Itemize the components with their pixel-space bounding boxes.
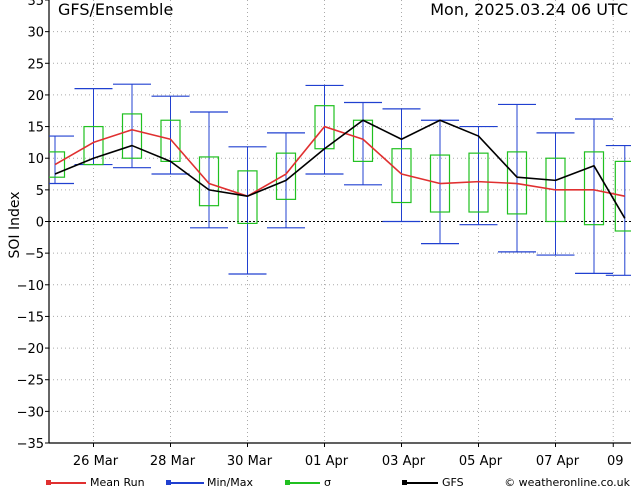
x-tick-label: 01 Apr <box>305 454 349 469</box>
legend-marker-mean-run <box>46 480 51 485</box>
legend-marker-min-max <box>166 480 171 485</box>
x-tick-label: 05 Apr <box>459 454 503 469</box>
legend-label-mean-run: Mean Run <box>90 476 145 489</box>
y-tick-label: 30 <box>27 26 44 41</box>
legend-swatch-mean-run <box>48 482 86 484</box>
sigma-box <box>49 151 66 178</box>
legend-label-sigma: σ <box>324 476 331 489</box>
sigma-box <box>83 125 104 166</box>
y-tick-label: 0 <box>36 216 44 231</box>
plot-area <box>49 83 631 276</box>
legend-swatch-gfs <box>404 482 438 484</box>
y-tick-label: −30 <box>17 405 44 420</box>
sigma-box <box>121 113 143 159</box>
y-tick-label: 15 <box>27 121 44 136</box>
credit-text: © weatheronline.co.uk <box>504 476 630 489</box>
y-tick-label: 10 <box>27 152 44 167</box>
y-tick-label: −10 <box>17 279 44 294</box>
chart-title: GFS/Ensemble <box>58 0 174 19</box>
legend-swatch-sigma <box>287 482 320 484</box>
x-tick-label: 26 Mar <box>73 454 119 469</box>
sigma-box <box>614 160 631 232</box>
x-tick-label: 28 Mar <box>150 454 196 469</box>
run-datetime: Mon, 2025.03.24 06 UTC <box>430 0 628 19</box>
y-tick-label: −15 <box>17 310 44 325</box>
x-tick-label: 30 Mar <box>227 454 273 469</box>
gfs-line <box>54 119 626 219</box>
y-tick-label: 35 <box>27 0 44 9</box>
x-tick-label: 03 Apr <box>382 454 426 469</box>
legend-marker-sigma <box>285 480 290 485</box>
legend-swatch-min-max <box>168 482 204 484</box>
y-tick-label: −5 <box>25 247 44 262</box>
y-tick-label: −20 <box>17 342 44 357</box>
y-tick-label: −25 <box>17 374 44 389</box>
legend-marker-gfs <box>402 480 407 485</box>
y-tick-label: 20 <box>27 89 44 104</box>
y-axis-label: SOI Index <box>7 191 23 259</box>
legend: Mean Run Min/Max σ GFS © weatheronline.c… <box>0 476 634 490</box>
sigma-box <box>275 152 297 200</box>
sigma-box <box>237 170 258 224</box>
x-tick-label: 07 Apr <box>536 454 580 469</box>
legend-label-gfs: GFS <box>442 476 464 489</box>
y-tick-label: 5 <box>36 184 44 199</box>
sigma-box <box>583 151 605 226</box>
x-tick-label: 09 <box>607 454 624 469</box>
y-tick-label: −35 <box>17 437 44 452</box>
mean-run-line <box>54 125 625 197</box>
y-tick-label: 25 <box>27 57 44 72</box>
legend-label-min-max: Min/Max <box>207 476 253 489</box>
y-axis-label-wrap: SOI Index <box>2 150 28 300</box>
sigma-box <box>198 156 220 207</box>
